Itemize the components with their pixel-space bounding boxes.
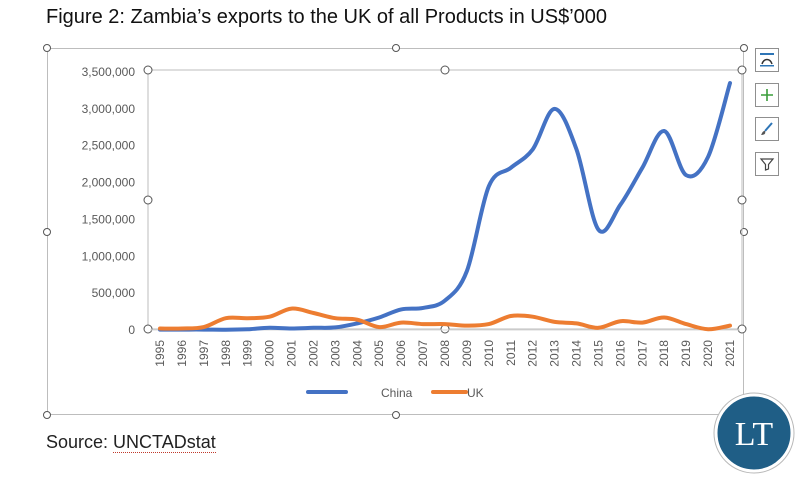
x-tick-label: 2004 [350, 340, 364, 367]
chart-area-handle-middle-right[interactable] [740, 228, 748, 236]
y-tick-label: 1,500,000 [82, 212, 136, 226]
x-tick-label: 2002 [306, 340, 320, 367]
x-tick-label: 1996 [175, 340, 189, 367]
x-tick-label: 2000 [263, 340, 277, 367]
y-tick-label: 2,500,000 [82, 139, 136, 153]
chart-elements-button[interactable] [755, 83, 779, 107]
x-tick-label: 2007 [416, 340, 430, 367]
y-tick-label: 3,000,000 [82, 102, 136, 116]
chart-area-handle-bottom-left[interactable] [43, 411, 51, 419]
source-link[interactable]: UNCTADstat [113, 432, 216, 453]
y-tick-label: 500,000 [92, 286, 136, 300]
logo-text: LT [735, 416, 774, 453]
plot-area-handle-5[interactable] [143, 324, 153, 334]
x-tick-label: 2012 [526, 340, 540, 367]
legend[interactable]: China UK [306, 386, 484, 400]
x-tick-label: 2017 [635, 340, 649, 367]
source-prefix: Source: [46, 432, 114, 452]
lt-logo: LT [713, 392, 795, 474]
x-tick-label: 2006 [394, 340, 408, 367]
brush-icon [761, 122, 773, 135]
x-tick-label: 2003 [328, 340, 342, 367]
plot-area-handle-4[interactable] [737, 195, 747, 205]
x-tick-label: 2010 [482, 340, 496, 367]
x-tick-label: 2020 [701, 340, 715, 367]
x-tick-label: 2018 [657, 340, 671, 367]
plot-area-handle-3[interactable] [143, 195, 153, 205]
plot-area-handle-7[interactable] [737, 324, 747, 334]
x-tick-label: 1999 [241, 340, 255, 367]
x-tick-label: 2015 [591, 340, 605, 367]
chart-area-handle-top-right[interactable] [740, 44, 748, 52]
chart-area-handle-top-left[interactable] [43, 44, 51, 52]
y-tick-label: 2,000,000 [82, 176, 136, 190]
x-tick-label: 2014 [570, 340, 584, 367]
x-tick-label: 2016 [613, 340, 627, 367]
x-tick-label: 2009 [460, 340, 474, 367]
chart-area-handle-bottom-middle[interactable] [392, 411, 400, 419]
y-tick-label: 0 [128, 323, 135, 337]
x-tick-label: 1995 [153, 340, 167, 367]
chart-styles-button[interactable] [755, 117, 779, 141]
x-tick-label: 2008 [438, 340, 452, 367]
figure-title: Figure 2: Zambia’s exports to the UK of … [46, 6, 608, 28]
x-tick-label: 2001 [285, 340, 299, 367]
chart-layout-icon [760, 53, 774, 67]
plot-area-outline[interactable] [147, 69, 743, 330]
y-tick-label: 3,500,000 [82, 65, 136, 79]
plus-icon [761, 89, 773, 101]
plot-area-handle-1[interactable] [440, 65, 450, 75]
x-tick-label: 2019 [679, 340, 693, 367]
plot-area-handle-0[interactable] [143, 65, 153, 75]
funnel-icon [759, 158, 775, 171]
legend-label-uk: UK [467, 386, 484, 400]
source-note: Source: UNCTADstat [46, 432, 216, 453]
x-tick-label: 1998 [219, 340, 233, 367]
x-tick-label: 2005 [372, 340, 386, 367]
legend-label-china: China [381, 386, 413, 400]
chart-filters-button[interactable] [755, 152, 779, 176]
x-tick-label: 2011 [504, 340, 518, 366]
chart-area-handle-middle-left[interactable] [43, 228, 51, 236]
series-line-china[interactable] [158, 81, 732, 332]
x-tick-label: 2013 [548, 340, 562, 367]
x-tick-label: 2021 [723, 340, 737, 367]
chart-area-handle-top-middle[interactable] [392, 44, 400, 52]
plot-area-handle-2[interactable] [737, 65, 747, 75]
y-tick-label: 1,000,000 [82, 249, 136, 263]
x-tick-label: 1997 [197, 340, 211, 367]
chart-layout-button[interactable] [755, 48, 779, 72]
